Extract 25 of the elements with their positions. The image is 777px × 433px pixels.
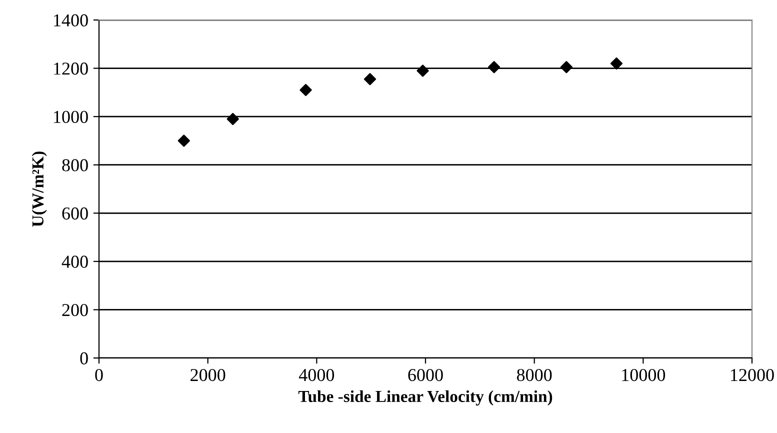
x-tick-label: 2000 <box>190 368 226 382</box>
y-tick-label: 200 <box>62 304 88 316</box>
y-tick-label: 600 <box>62 207 88 220</box>
x-tick-label: 4000 <box>298 368 334 382</box>
point <box>300 84 312 96</box>
point <box>226 112 239 126</box>
x-tick-label: 6000 <box>408 368 443 382</box>
y-tick-label: 1000 <box>54 110 88 124</box>
point <box>416 64 429 77</box>
y-tick-label: 1200 <box>54 62 88 75</box>
x-tick-label: 0 <box>95 368 103 382</box>
point <box>488 61 500 74</box>
y-axis-title: U(W/m²K) <box>32 152 47 227</box>
x-tick-label: 8000 <box>516 368 552 382</box>
y-tick-label: 400 <box>62 256 88 268</box>
x-tick-label: 10000 <box>622 368 666 382</box>
x-axis-title: Tube -side Linear Velocity (cm/min) <box>298 390 552 406</box>
y-tick-label: 0 <box>80 352 88 364</box>
point <box>610 57 623 70</box>
y-tick-label: 1400 <box>54 14 88 26</box>
point <box>560 61 573 74</box>
y-tick-label: 800 <box>62 159 88 172</box>
x-tick-label: 12000 <box>731 368 774 382</box>
point <box>178 134 190 147</box>
point <box>364 73 376 86</box>
